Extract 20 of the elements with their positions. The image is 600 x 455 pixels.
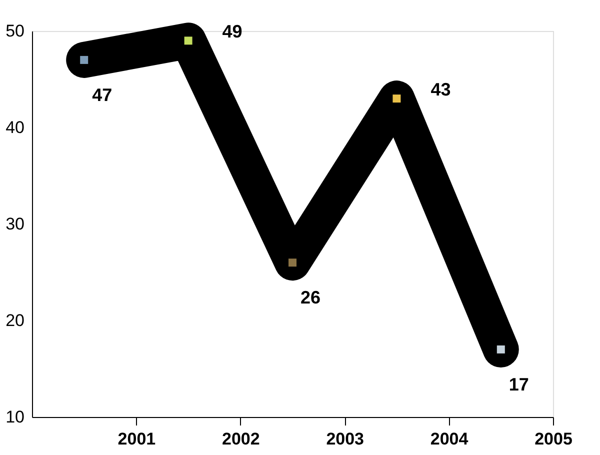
data-label: 26 — [300, 288, 321, 308]
y-tick-label: 10 — [6, 408, 24, 426]
y-tick-label: 50 — [6, 22, 24, 40]
y-tick-label: 20 — [6, 311, 24, 330]
data-label: 47 — [92, 84, 112, 105]
point — [288, 258, 296, 267]
point — [496, 345, 505, 354]
y-tick-label: 40 — [6, 118, 24, 137]
x-tick-label: 2002 — [222, 430, 260, 448]
data-label: 17 — [508, 374, 529, 394]
data-label: 43 — [430, 80, 451, 100]
x-tick-label: 2005 — [534, 430, 572, 448]
point — [184, 36, 192, 45]
data-label: 49 — [222, 22, 242, 42]
x-tick-label: 2004 — [430, 430, 469, 448]
x-tick-label: 2003 — [326, 430, 364, 448]
point — [392, 94, 401, 103]
y-tick-label: 30 — [6, 214, 24, 234]
x-tick-label: 2001 — [118, 430, 156, 448]
point — [80, 56, 88, 64]
